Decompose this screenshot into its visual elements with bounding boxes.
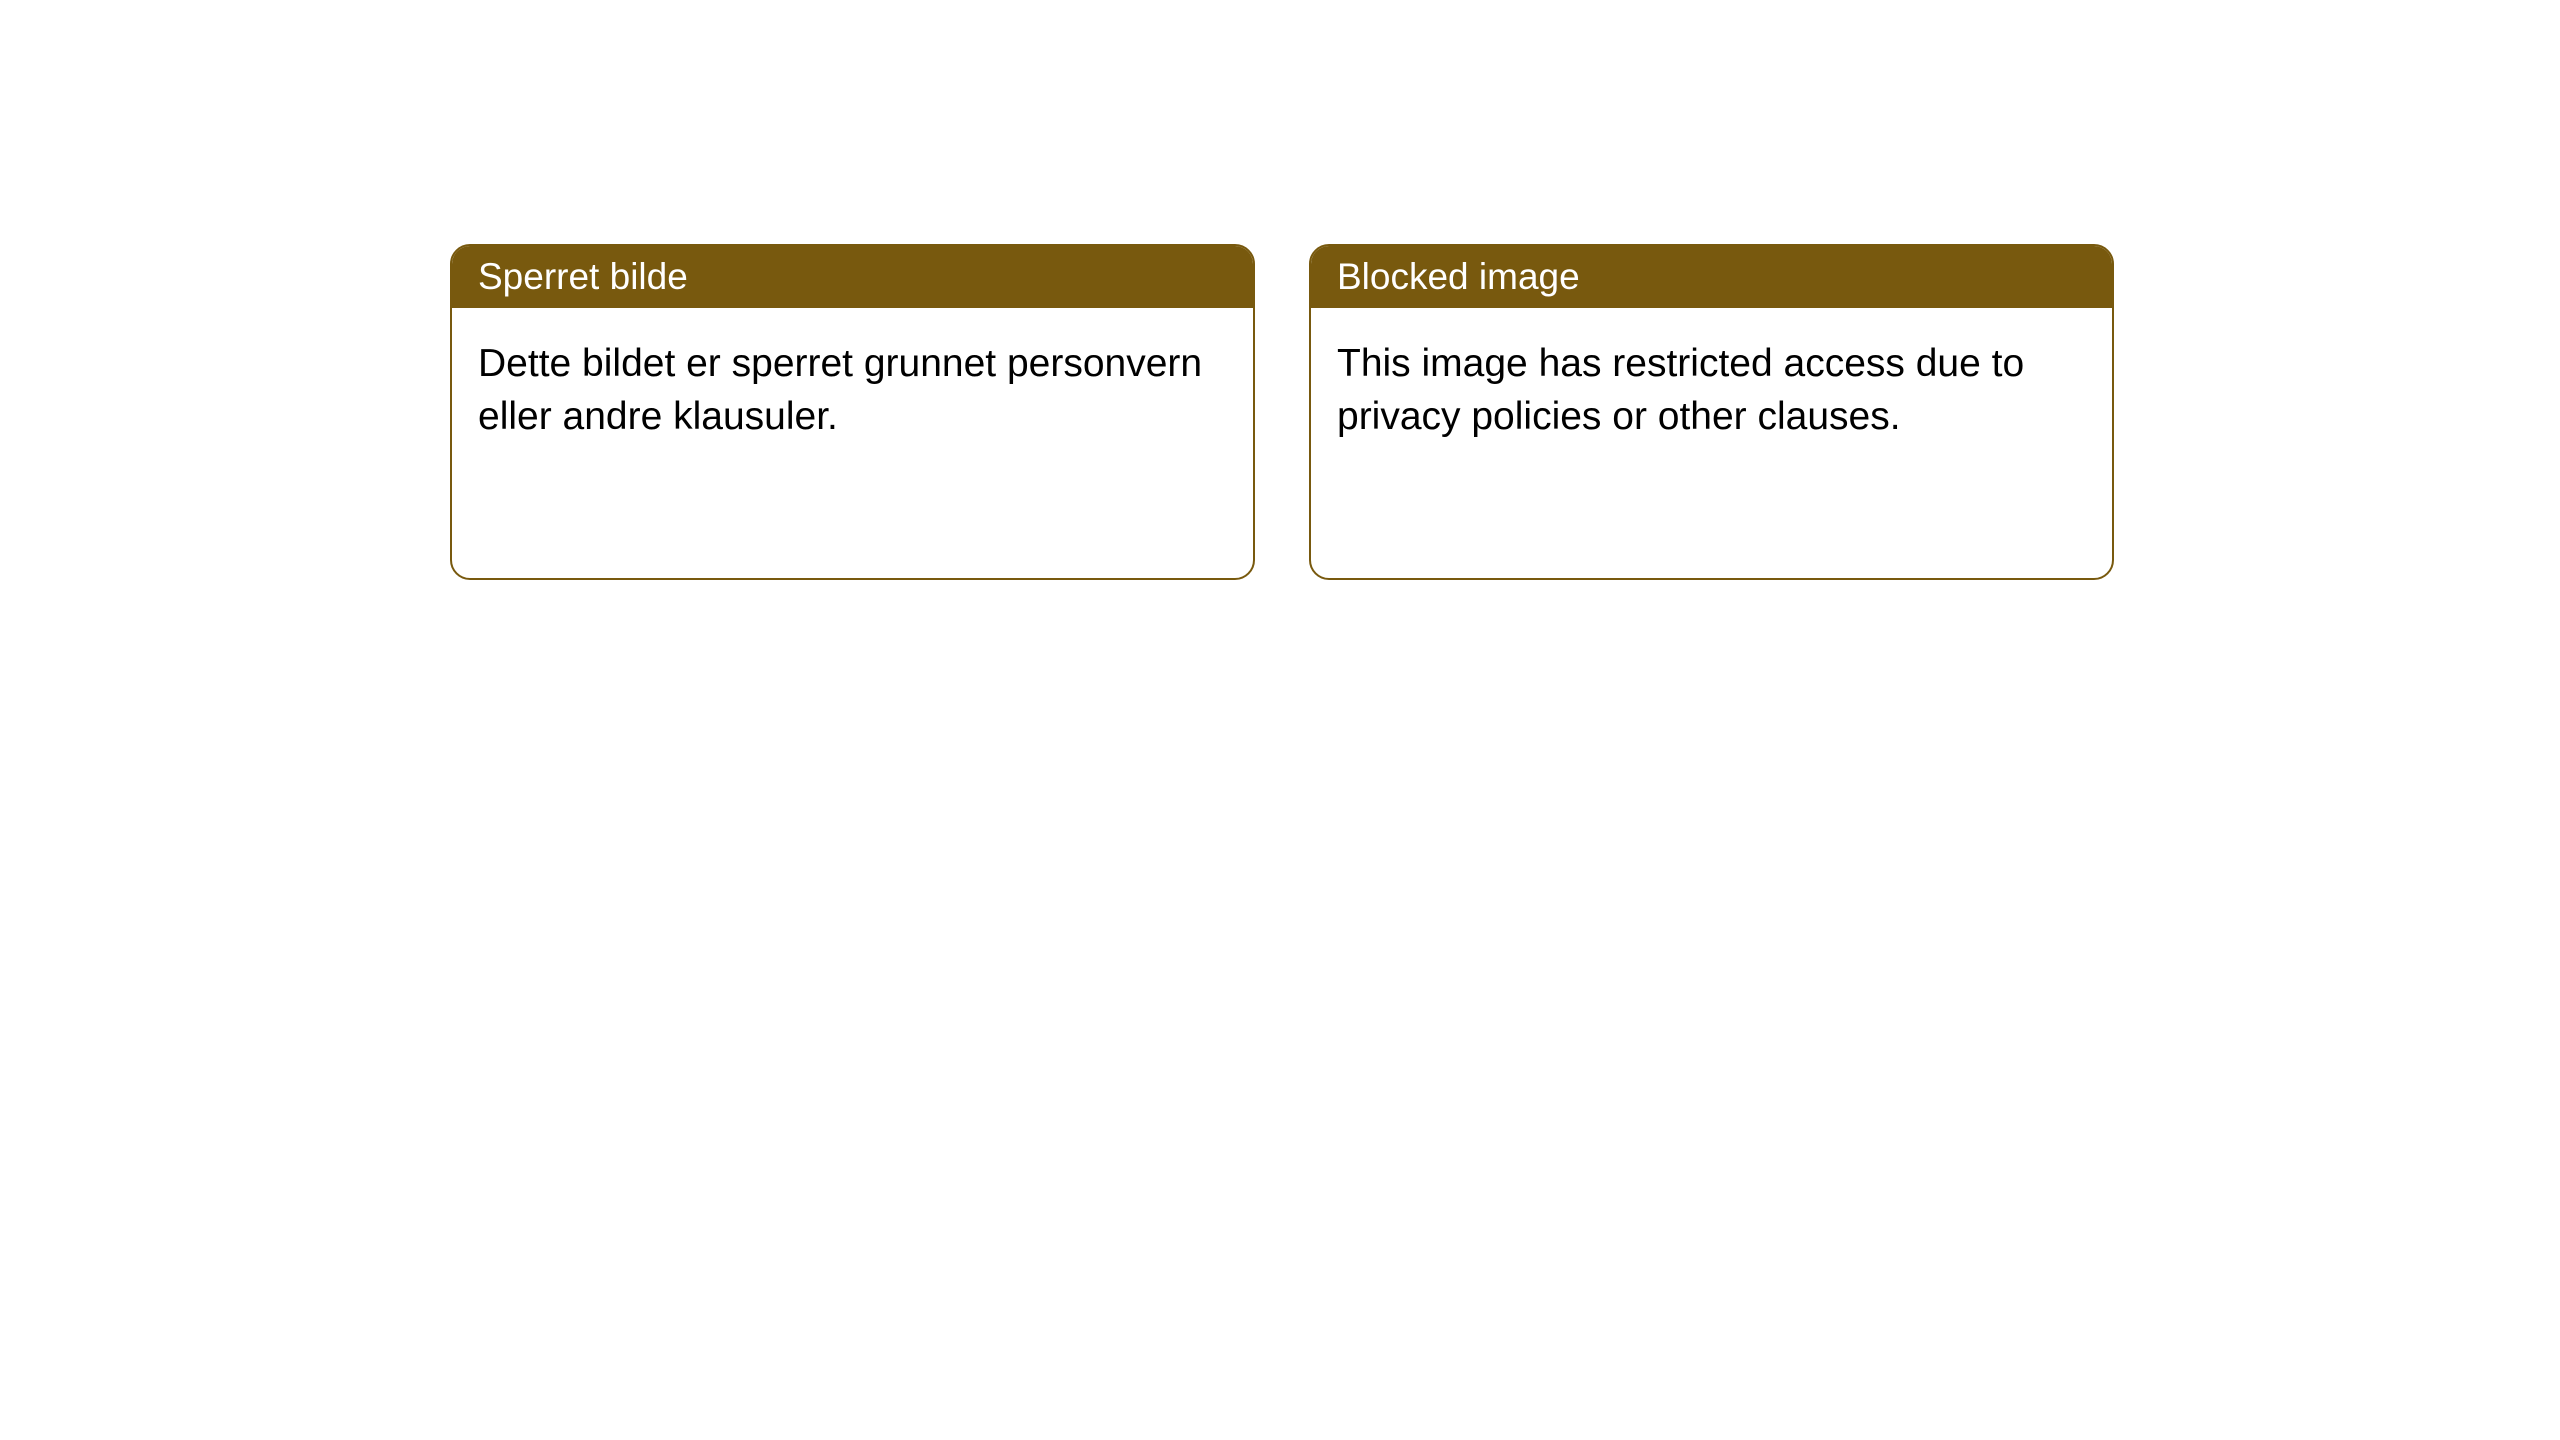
notice-card-norwegian: Sperret bilde Dette bildet er sperret gr… xyxy=(450,244,1255,580)
notice-card-english: Blocked image This image has restricted … xyxy=(1309,244,2114,580)
notice-body: This image has restricted access due to … xyxy=(1311,308,2112,578)
notice-header: Blocked image xyxy=(1311,246,2112,308)
notice-body: Dette bildet er sperret grunnet personve… xyxy=(452,308,1253,578)
notice-header: Sperret bilde xyxy=(452,246,1253,308)
notice-container: Sperret bilde Dette bildet er sperret gr… xyxy=(0,0,2560,580)
